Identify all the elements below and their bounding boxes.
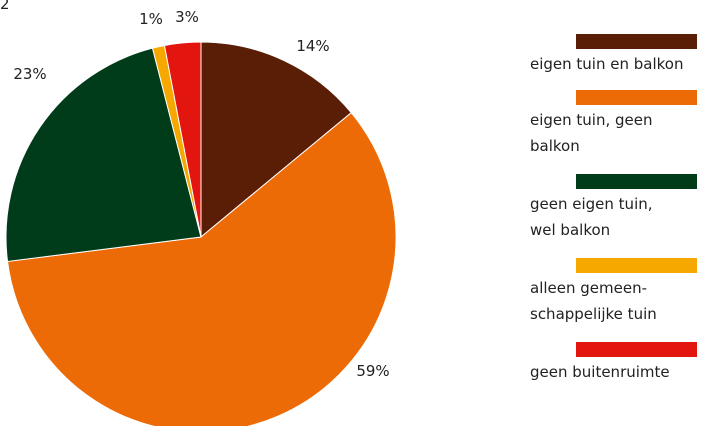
corner-mark: 2 <box>0 0 10 13</box>
slice-data-label-4: 1% <box>139 10 163 28</box>
legend-label: geen eigen tuin, wel balkon <box>530 195 653 239</box>
pie-slice-3 <box>5 47 202 262</box>
legend-label: alleen gemeen- schappelijke tuin <box>530 279 657 323</box>
slice-data-label-3: 23% <box>13 65 46 83</box>
legend-label: eigen tuin en balkon <box>530 55 684 73</box>
legend-swatch <box>576 34 697 49</box>
pie-slice-5 <box>163 41 202 238</box>
legend-swatch <box>576 90 697 105</box>
legend-swatch <box>576 174 697 189</box>
slice-data-label-1: 14% <box>296 37 329 55</box>
legend-swatch <box>576 258 697 273</box>
pie-slice-2 <box>6 111 397 426</box>
legend-label: geen buitenruimte <box>530 363 670 381</box>
slice-data-label-2: 59% <box>356 362 389 380</box>
legend-swatch <box>576 342 697 357</box>
pie-slice-1 <box>200 41 352 239</box>
legend-label: eigen tuin, geen balkon <box>530 111 653 155</box>
slice-data-label-5: 3% <box>175 8 199 26</box>
